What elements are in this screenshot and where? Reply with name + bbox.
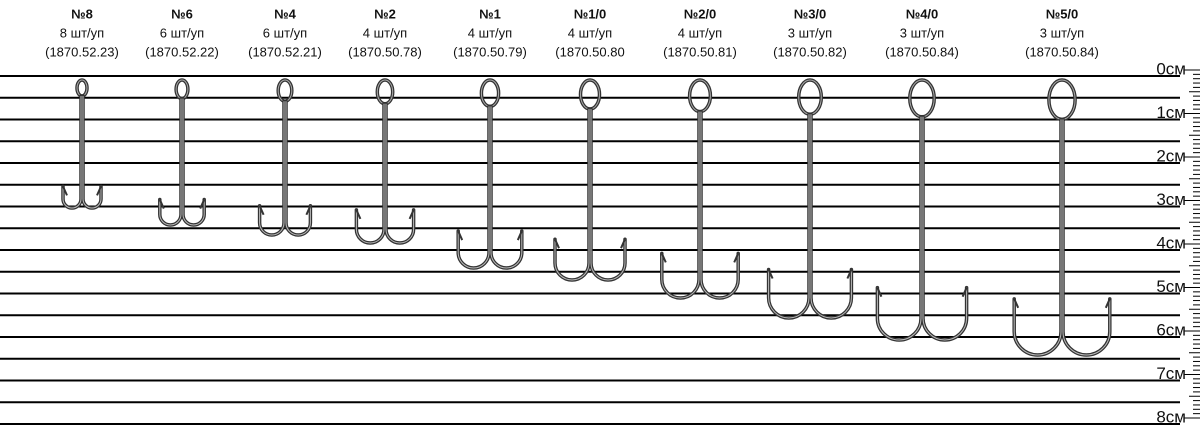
hook-pack: 6 шт/уп (160, 25, 204, 40)
ruler-label: 1см (1156, 103, 1186, 122)
hook-size: №1 (479, 6, 501, 21)
hook-barb (355, 209, 415, 220)
hook-eye-shine (580, 79, 600, 110)
hook-size: №3/0 (794, 6, 827, 21)
hook-column: №1 4 шт/уп (1870.50.79) (453, 6, 527, 270)
ruler-label: 6см (1156, 320, 1186, 339)
ruler-label: 2см (1156, 146, 1186, 165)
hook-pack: 4 шт/уп (468, 25, 512, 40)
hook-column: №4 6 шт/уп (1870.52.21) (248, 6, 322, 237)
hook-barb (1013, 298, 1111, 309)
hook-column: №1/0 4 шт/уп (1870.50.80 (553, 6, 627, 282)
hook-barb (767, 269, 853, 279)
hook-code: (1870.52.23) (45, 44, 119, 59)
hook-eye-shine (1048, 79, 1076, 120)
hook-pack: 4 шт/уп (568, 25, 612, 40)
hook-column: №6 6 шт/уп (1870.52.22) (145, 6, 219, 227)
hook-shine (355, 103, 415, 244)
hook-column: №2/0 4 шт/уп (1870.50.81) (660, 6, 740, 300)
hook-code: (1870.50.79) (453, 44, 527, 59)
hook-barb (158, 199, 206, 209)
hook-body (257, 99, 313, 237)
hook-size: №4/0 (906, 6, 939, 21)
hook-eye-shine (689, 79, 711, 113)
hook-shine (259, 101, 311, 236)
hook-size: №2/0 (684, 6, 717, 21)
hook-column: №2 4 шт/уп (1870.50.78) (348, 6, 422, 245)
hook-code: (1870.50.84) (885, 44, 959, 59)
hook-barb (62, 185, 102, 196)
hook-pack: 3 шт/уп (788, 25, 832, 40)
hook-shine (876, 116, 968, 341)
ruler-label: 3см (1156, 190, 1186, 209)
hook-column: №3/0 3 шт/уп (1870.50.82) (766, 6, 854, 320)
hook-shine (554, 109, 626, 281)
hook-code: (1870.50.84) (1025, 44, 1099, 59)
hook-code: (1870.52.21) (248, 44, 322, 59)
hook-body (553, 107, 627, 282)
hook-shine (1013, 119, 1111, 356)
hook-pack: 4 шт/уп (678, 25, 722, 40)
hook-barb (876, 287, 968, 298)
hook-body (660, 109, 740, 300)
hook-shine (159, 98, 205, 226)
hook-size: №5/0 (1046, 6, 1079, 21)
hook-pack: 3 шт/уп (1040, 25, 1084, 40)
hook-code: (1870.50.81) (663, 44, 737, 59)
hook-barb (258, 205, 312, 216)
hook-pack: 8 шт/уп (60, 25, 104, 40)
hook-size: №6 (171, 6, 193, 21)
hook-barb (457, 230, 523, 241)
hook-column: №5/0 3 шт/уп (1870.50.84) (1012, 6, 1112, 357)
hook-size: №1/0 (574, 6, 607, 21)
ruler-label: 8см (1156, 407, 1186, 426)
hook-eye-shine (376, 79, 394, 105)
hook-size: №4 (274, 6, 296, 21)
hook-code: (1870.50.78) (348, 44, 422, 59)
hook-shine (768, 114, 852, 319)
hook-column: №8 8 шт/уп (1870.52.23) (45, 6, 119, 210)
hook-pack: 6 шт/уп (263, 25, 307, 40)
hook-eye-shine (480, 79, 500, 107)
hook-body (1012, 117, 1112, 357)
ruler-label: 7см (1156, 364, 1186, 383)
hook-pack: 4 шт/уп (363, 25, 407, 40)
hook-code: (1870.52.22) (145, 44, 219, 59)
hook-body (354, 102, 416, 245)
hook-shine (661, 111, 739, 299)
ruler-label: 0см (1156, 59, 1186, 78)
hook-pack: 3 шт/уп (900, 25, 944, 40)
hook-eye-shine (175, 79, 189, 100)
hook-code: (1870.50.82) (773, 44, 847, 59)
hook-body (456, 104, 524, 270)
hook-size: №8 (71, 6, 93, 21)
ruler-label: 5см (1156, 277, 1186, 296)
hook-body (61, 94, 103, 210)
hook-barb (554, 238, 626, 249)
hook-shine (457, 106, 523, 269)
hook-code: (1870.50.80 (555, 44, 624, 59)
hook-shine (62, 96, 102, 209)
hook-barb (660, 252, 740, 263)
ruler-label: 4см (1156, 233, 1186, 252)
hook-column: №4/0 3 шт/уп (1870.50.84) (875, 6, 969, 342)
hook-size: №2 (374, 6, 396, 21)
hook-body (766, 112, 854, 320)
